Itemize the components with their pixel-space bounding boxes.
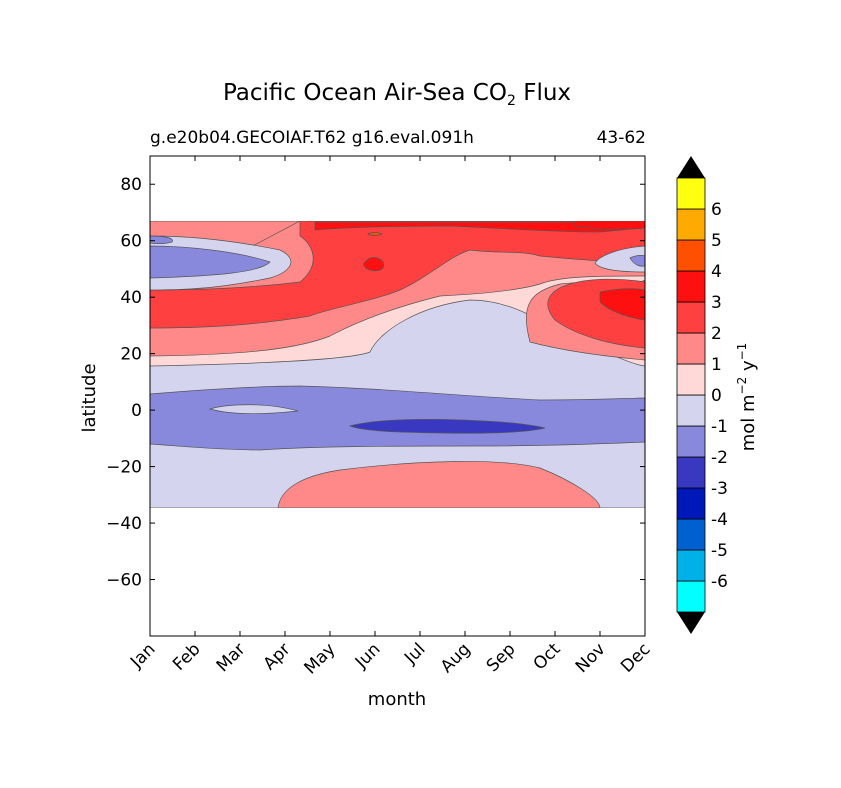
y-tick-label: −40 <box>106 514 142 534</box>
x-tick-label: Jan <box>126 639 159 672</box>
colorbar-tick-label: 6 <box>711 200 722 220</box>
colorbar-label-exp1: −2 <box>735 377 749 395</box>
colorbar-tick-label: -3 <box>711 479 728 499</box>
colorbar-label-unit: mol m <box>738 394 759 451</box>
colorbar-band <box>676 363 706 396</box>
colorbar-band <box>676 518 706 551</box>
y-tick-label: 80 <box>120 175 142 195</box>
colorbar-tick-label: -4 <box>711 510 728 530</box>
x-tick-label: Feb <box>169 639 204 674</box>
x-tick-label: May <box>301 639 340 678</box>
colorbar-label: mol m−2 y−1 <box>735 343 759 452</box>
y-axis: 80 60 40 20 0 −20 −40 −60 <box>106 175 645 591</box>
x-tick-label: Aug <box>437 639 475 677</box>
x-axis-label: month <box>368 689 426 710</box>
y-tick-label: 20 <box>120 345 142 365</box>
contour-region <box>150 221 645 329</box>
colorbar: 6 5 4 3 2 1 0 -1 -2 -3 -4 -5 -6 <box>676 156 728 634</box>
y-tick-label: 60 <box>120 232 142 252</box>
contour-region <box>629 255 645 267</box>
contour-region <box>150 245 271 279</box>
colorbar-band <box>676 239 706 272</box>
colorbar-tick-label: 1 <box>711 355 722 375</box>
chart-title: Pacific Ocean Air-Sea CO2 Flux <box>223 80 571 109</box>
colorbar-tick-label: -1 <box>711 417 728 437</box>
title-text: Pacific Ocean Air-Sea CO <box>223 80 507 106</box>
title-suffix: Flux <box>516 80 571 106</box>
colorbar-label-exp2: −1 <box>735 343 749 361</box>
contour-region <box>150 385 645 451</box>
subtitle-left: g.e20b04.GECOIAF.T62 g16.eval.091h <box>150 128 474 148</box>
colorbar-band <box>676 456 706 489</box>
colorbar-tick-label: -2 <box>711 448 728 468</box>
x-tick-label: Jun <box>351 639 385 673</box>
contour-region <box>367 232 383 236</box>
colorbar-band <box>676 177 706 210</box>
colorbar-tick-label: 0 <box>711 386 722 406</box>
contour-region <box>599 288 645 321</box>
y-tick-label: 0 <box>131 401 142 421</box>
colorbar-band <box>676 549 706 582</box>
colorbar-extend-bottom <box>677 612 705 634</box>
colorbar-band <box>676 487 706 520</box>
x-tick-label: Apr <box>260 639 295 674</box>
colorbar-tick-label: 2 <box>711 324 722 344</box>
y-tick-label: −20 <box>106 458 142 478</box>
title-subscript: 2 <box>507 93 516 109</box>
contour-region <box>208 404 299 415</box>
y-axis-label: latitude <box>79 363 100 432</box>
contour-region <box>348 419 546 434</box>
x-tick-label: Sep <box>483 639 520 676</box>
colorbar-tick-label: 4 <box>711 262 722 282</box>
y-tick-label: 40 <box>120 288 142 308</box>
colorbar-tick-label: 5 <box>711 231 722 251</box>
colorbar-tick-label: -5 <box>711 541 728 561</box>
colorbar-band <box>676 270 706 303</box>
colorbar-band <box>676 425 706 458</box>
colorbar-band <box>676 580 706 613</box>
subtitle-right: 43-62 <box>597 128 646 148</box>
x-tick-label: Nov <box>572 639 610 677</box>
plot-frame <box>149 155 646 637</box>
colorbar-tick-label: -6 <box>711 572 728 592</box>
colorbar-tick-label: 3 <box>711 293 722 313</box>
contour-region <box>594 245 645 273</box>
x-tick-label: Dec <box>617 639 654 676</box>
colorbar-band <box>676 208 706 241</box>
contour-region <box>277 461 601 508</box>
x-tick-label: Oct <box>530 639 565 674</box>
colorbar-band <box>676 301 706 334</box>
y-tick-label: −60 <box>106 571 142 591</box>
contour-field <box>150 221 645 508</box>
colorbar-band <box>676 394 706 427</box>
colorbar-band <box>676 332 706 365</box>
colorbar-label-mid: y <box>738 360 759 377</box>
contour-region <box>363 257 384 272</box>
contour-region <box>150 235 173 245</box>
x-tick-label: Mar <box>213 639 250 676</box>
x-tick-label: Jul <box>400 639 429 668</box>
colorbar-extend-top <box>677 156 705 178</box>
